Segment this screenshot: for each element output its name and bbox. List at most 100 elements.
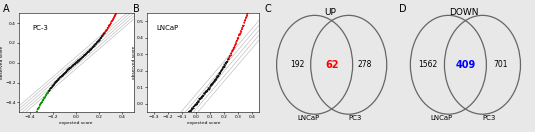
Point — [176, 124, 185, 126]
Point — [225, 58, 233, 60]
Point — [242, 17, 251, 19]
Point — [245, 7, 254, 9]
Point — [108, 19, 117, 21]
Point — [113, 8, 121, 11]
Point — [185, 111, 193, 113]
Point — [40, 97, 48, 99]
Point — [81, 54, 89, 56]
Point — [93, 42, 101, 44]
Point — [28, 120, 36, 122]
Point — [237, 31, 246, 33]
Point — [223, 61, 231, 63]
Point — [89, 46, 97, 48]
Point — [67, 67, 75, 69]
Point — [31, 113, 40, 115]
Point — [206, 85, 215, 87]
Point — [173, 126, 182, 129]
Point — [190, 104, 199, 106]
Text: 1562: 1562 — [418, 60, 437, 69]
Point — [33, 110, 41, 112]
Point — [69, 64, 78, 66]
Point — [221, 62, 230, 65]
Point — [182, 116, 191, 118]
Point — [178, 119, 186, 121]
Point — [87, 48, 95, 50]
Point — [65, 68, 74, 70]
Point — [209, 82, 217, 84]
Point — [43, 92, 52, 94]
Point — [105, 25, 113, 27]
Point — [68, 64, 77, 66]
Point — [66, 66, 75, 69]
Point — [33, 110, 41, 113]
Point — [224, 57, 233, 60]
Point — [36, 102, 45, 104]
Point — [180, 118, 188, 120]
Point — [245, 7, 254, 9]
Point — [244, 9, 253, 11]
Point — [175, 123, 184, 125]
Point — [110, 14, 119, 16]
Point — [208, 83, 216, 85]
Point — [78, 56, 87, 58]
Point — [72, 61, 80, 63]
Point — [211, 81, 219, 83]
Point — [235, 33, 243, 35]
Point — [194, 100, 202, 102]
Point — [71, 63, 80, 65]
Point — [114, 7, 123, 9]
Point — [83, 52, 91, 54]
Point — [223, 61, 232, 63]
Point — [248, 0, 256, 1]
Point — [59, 73, 67, 75]
Point — [91, 43, 100, 45]
Point — [49, 85, 58, 87]
Point — [98, 34, 106, 36]
Point — [181, 118, 189, 120]
Point — [44, 90, 53, 92]
Point — [111, 14, 120, 16]
Point — [193, 102, 201, 104]
Point — [84, 50, 93, 53]
Point — [25, 127, 34, 129]
Point — [241, 19, 249, 21]
Point — [114, 8, 123, 10]
Point — [178, 119, 187, 121]
Point — [102, 29, 111, 32]
Point — [41, 96, 50, 98]
Point — [181, 117, 190, 119]
Point — [180, 117, 189, 119]
Point — [82, 53, 90, 55]
Text: PC3: PC3 — [483, 115, 496, 121]
Point — [212, 79, 220, 81]
Point — [198, 95, 207, 97]
Point — [198, 94, 207, 96]
Point — [214, 75, 223, 77]
Point — [37, 102, 45, 104]
Point — [40, 98, 48, 100]
Point — [107, 22, 116, 25]
Point — [29, 117, 37, 120]
Point — [35, 107, 43, 109]
Point — [194, 101, 203, 103]
Point — [196, 97, 205, 100]
Point — [27, 122, 36, 124]
Point — [190, 105, 198, 107]
Point — [104, 27, 112, 29]
Point — [193, 103, 202, 105]
Point — [216, 72, 224, 74]
Point — [26, 127, 34, 129]
Point — [94, 40, 103, 42]
Point — [191, 104, 200, 107]
Point — [57, 75, 66, 77]
Point — [184, 112, 192, 114]
Point — [36, 104, 44, 106]
Point — [243, 15, 251, 17]
Point — [99, 33, 108, 35]
Point — [101, 32, 109, 34]
Point — [240, 24, 248, 27]
Point — [192, 104, 201, 106]
Point — [67, 66, 75, 69]
Point — [187, 109, 195, 111]
Point — [48, 84, 57, 86]
